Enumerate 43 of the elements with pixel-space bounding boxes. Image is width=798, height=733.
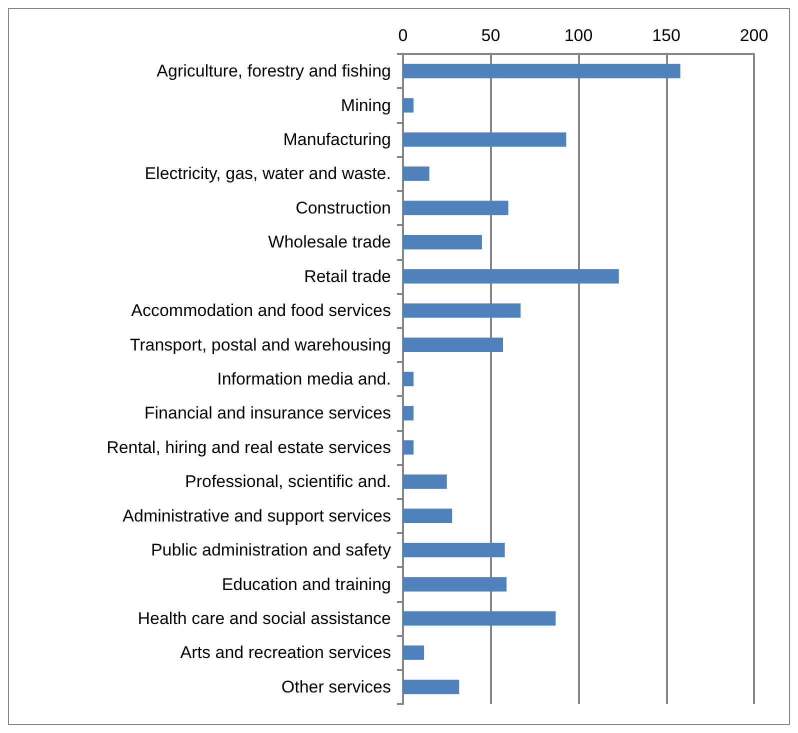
y-tick-label: Transport, postal and warehousing [130, 335, 391, 354]
bar [403, 646, 424, 660]
y-tick-label: Other services [281, 677, 391, 696]
bar [403, 269, 619, 284]
x-tick-label: 200 [740, 26, 768, 45]
bar [403, 338, 504, 352]
y-tick-label: Rental, hiring and real estate services [106, 438, 391, 457]
y-tick-label: Electricity, gas, water and waste. [144, 164, 391, 184]
y-tick-label: Financial and insurance services [144, 404, 391, 423]
y-tick-label: Information media and. [217, 370, 391, 388]
bar [403, 166, 430, 181]
y-tick-label: Public administration and safety [150, 540, 392, 560]
y-tick-label: Health care and social assistance [138, 608, 391, 628]
bar [403, 64, 680, 78]
bar [403, 440, 414, 455]
bar [403, 98, 414, 112]
bar [403, 372, 414, 386]
bar [403, 542, 505, 558]
y-tick-label: Education and training [222, 574, 391, 594]
bar [403, 200, 508, 216]
bar [403, 577, 507, 592]
x-tick-label: 150 [652, 26, 680, 45]
y-tick-label: Manufacturing [283, 130, 391, 150]
y-tick-label: Mining [340, 96, 391, 115]
x-tick-label: 100 [564, 26, 593, 45]
bar [403, 234, 482, 250]
bar [403, 132, 566, 147]
bar [403, 474, 447, 489]
x-tick-label: 50 [481, 26, 500, 45]
y-tick-label: Agriculture, forestry and fishing [156, 62, 391, 81]
bar [403, 611, 556, 626]
y-tick-label: Professional, scientific and. [185, 472, 391, 492]
bar [403, 303, 521, 318]
y-tick-label: Administrative and support services [122, 506, 391, 526]
bar [403, 508, 452, 524]
y-tick-label: Retail trade [304, 266, 391, 286]
bar [403, 680, 460, 694]
y-tick-label: Accommodation and food services [131, 301, 391, 320]
y-tick-label: Construction [296, 198, 391, 218]
y-tick-label: Wholesale trade [268, 232, 391, 252]
y-tick-label: Arts and recreation services [180, 643, 391, 662]
bar [403, 406, 414, 420]
x-tick-label: 0 [398, 26, 408, 45]
